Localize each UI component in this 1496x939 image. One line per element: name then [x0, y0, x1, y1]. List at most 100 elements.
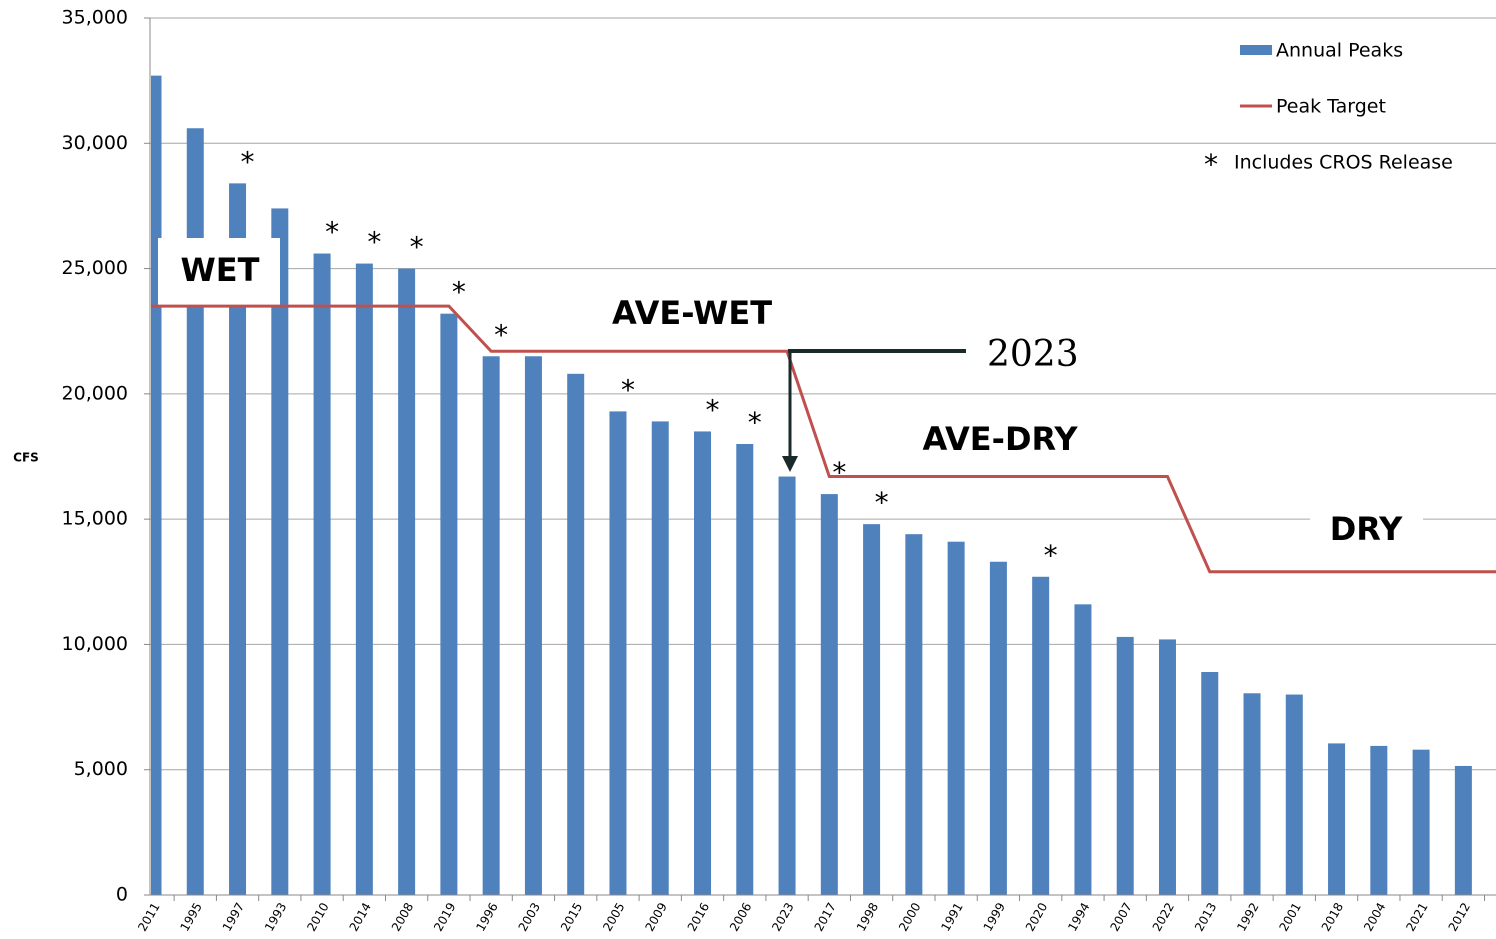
bar [398, 268, 416, 896]
bar [609, 411, 627, 895]
x-tick-label: 2007 [1107, 900, 1134, 933]
cros-marker: * [832, 456, 846, 489]
bar [947, 541, 965, 895]
cros-marker: * [410, 231, 424, 264]
cros-marker: * [452, 276, 466, 309]
y-tick-label: 15,000 [62, 508, 128, 530]
bar [1116, 636, 1134, 895]
x-tick-label: 2023 [769, 900, 796, 933]
bar [694, 431, 712, 895]
cros-marker: * [621, 373, 635, 406]
x-tick-label: 1995 [178, 900, 205, 933]
y-tick-label: 10,000 [62, 633, 128, 655]
x-tick-label: 2006 [727, 900, 754, 933]
bar [186, 128, 204, 895]
cros-marker: * [367, 226, 381, 259]
bar [1243, 693, 1261, 895]
bar [1201, 671, 1219, 895]
y-tick-label: 0 [116, 884, 128, 906]
x-tick-label: 2022 [1150, 900, 1177, 933]
bar [524, 356, 542, 895]
x-tick-label: 2018 [1319, 900, 1346, 933]
x-tick-label: 1993 [262, 900, 289, 933]
y-axis-label: CFS [13, 451, 39, 465]
bar [271, 208, 289, 896]
cros-marker: * [875, 486, 889, 519]
y-tick-label: 25,000 [62, 257, 128, 279]
target-line [151, 304, 1496, 574]
x-tick-label: 1999 [981, 900, 1008, 933]
x-tick-label: 2017 [812, 900, 839, 933]
y-tick-label: 35,000 [62, 7, 128, 29]
x-tick-label: 2005 [600, 900, 627, 933]
bar [863, 524, 881, 895]
x-tick-label: 2008 [389, 900, 416, 933]
bar [482, 356, 500, 895]
bar [440, 313, 458, 895]
x-tick-label: 2010 [304, 900, 331, 933]
bar [651, 421, 669, 895]
x-tick-label: 2021 [1403, 900, 1430, 933]
cros-marker: * [494, 318, 508, 351]
x-tick-label: 2014 [347, 900, 374, 933]
x-tick-label: 2001 [1277, 900, 1304, 933]
x-tick-label: 1998 [854, 900, 881, 933]
bar [1074, 604, 1092, 895]
cros-marker: * [325, 216, 339, 249]
bar [736, 443, 754, 895]
bar [989, 561, 1007, 895]
bar [905, 534, 923, 895]
legend-label: Includes CROS Release [1234, 152, 1453, 174]
bar [1285, 694, 1303, 895]
x-tick-label: 2004 [1361, 900, 1388, 933]
bar [1158, 639, 1176, 895]
zone-box [158, 238, 280, 305]
y-tick-label: 30,000 [62, 132, 128, 154]
bar [1412, 749, 1430, 895]
bar [355, 263, 373, 895]
legend-label: Annual Peaks [1276, 40, 1403, 62]
bar [1370, 745, 1388, 895]
x-tick-label: 2019 [431, 900, 458, 933]
arrow-head [782, 456, 798, 472]
y-tick-label: 20,000 [62, 382, 128, 404]
x-tick-label: 2011 [135, 900, 162, 933]
annotation-label: 2023 [987, 334, 1079, 375]
bar [151, 75, 162, 896]
bar [567, 373, 585, 896]
x-tick-label: 2009 [642, 900, 669, 933]
x-tick-label: 2020 [1023, 900, 1050, 933]
x-tick-label: 1994 [1065, 900, 1092, 933]
x-tick-label: 2012 [1446, 900, 1473, 933]
cros-marker: * [706, 393, 720, 426]
x-tick-label: 1991 [938, 900, 965, 933]
x-tick-label: 2013 [1192, 900, 1219, 933]
x-tick-label: 2015 [558, 900, 585, 933]
zone-label: AVE-WET [612, 294, 772, 332]
bar [229, 183, 247, 895]
zone-label: DRY [1330, 510, 1403, 548]
x-tick-label: 2000 [896, 900, 923, 933]
bar [778, 476, 796, 895]
cros-marker: * [241, 145, 255, 178]
bar [313, 253, 331, 896]
zone-box [1310, 505, 1423, 557]
x-tick-label: 2003 [516, 900, 543, 933]
x-tick-label: 1996 [473, 900, 500, 933]
cros-marker: * [1044, 539, 1058, 572]
legend-swatch [1240, 45, 1272, 55]
x-tick-label: 1992 [1234, 900, 1261, 933]
bar [1454, 765, 1472, 895]
x-tick-label: 1997 [220, 900, 247, 933]
bar [1032, 576, 1050, 895]
legend-marker: * [1204, 148, 1218, 181]
x-tick-label: 2016 [685, 900, 712, 933]
legend-label: Peak Target [1276, 96, 1386, 118]
y-tick-label: 5,000 [74, 758, 128, 780]
zone-label: AVE-DRY [922, 420, 1078, 458]
bar [820, 494, 838, 895]
cros-marker: * [748, 406, 762, 439]
bar [1328, 743, 1346, 895]
